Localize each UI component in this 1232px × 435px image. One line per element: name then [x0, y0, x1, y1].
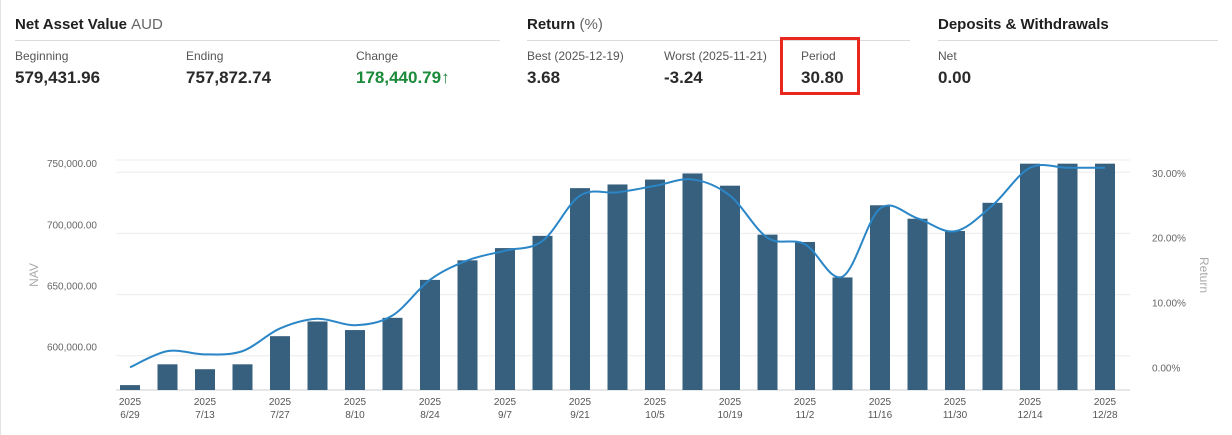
- bar: [945, 230, 965, 390]
- nav-section-rule: [15, 40, 500, 41]
- x-tick-label-year: 2025: [419, 397, 442, 408]
- return-line: [129, 164, 1105, 369]
- bar: [870, 205, 890, 390]
- x-tick-label-date: 11/30: [943, 410, 968, 421]
- bar: [120, 385, 140, 390]
- y2-tick-label: 10.00%: [1152, 299, 1186, 310]
- beginning-label: Beginning: [15, 49, 69, 63]
- bar: [495, 248, 515, 390]
- bar: [1020, 163, 1040, 390]
- change-label: Change: [356, 49, 399, 63]
- bar: [270, 336, 290, 390]
- y2-tick-label: 30.00%: [1152, 169, 1186, 180]
- y2-axis-title: Return: [1197, 257, 1211, 293]
- x-tick-label-date: 9/7: [498, 410, 512, 421]
- bar: [1057, 163, 1078, 390]
- bar: [345, 330, 365, 390]
- x-tick-label-year: 2025: [269, 397, 292, 408]
- x-tick-label-date: 7/13: [195, 410, 215, 421]
- period-value: 30.80: [801, 68, 844, 87]
- best-value: 3.68: [527, 68, 561, 87]
- ending-value: 757,872.74: [186, 68, 272, 87]
- beginning-value: 579,431.96: [15, 68, 101, 87]
- ending-label: Ending: [186, 49, 224, 63]
- y-tick-label: 750,000.00: [47, 159, 97, 170]
- x-tick-label-year: 2025: [1019, 397, 1042, 408]
- nav-section-title: Net Asset Value AUD: [15, 16, 163, 33]
- best-label: Best (2025-12-19): [527, 49, 624, 63]
- y-tick-label: 600,000.00: [47, 343, 97, 354]
- x-tick-label-year: 2025: [494, 397, 517, 408]
- left-border: [0, 0, 1, 435]
- net-label: Net: [938, 49, 957, 63]
- bar: [232, 364, 253, 390]
- bar: [907, 218, 928, 390]
- deposits-title-text: Deposits & Withdrawals: [938, 16, 1109, 33]
- y-axis-title: NAV: [27, 263, 41, 287]
- x-tick-label-date: 9/21: [570, 410, 590, 421]
- x-tick-label-year: 2025: [869, 397, 892, 408]
- bar: [757, 234, 778, 390]
- x-tick-label-year: 2025: [719, 397, 742, 408]
- y-tick-label: 700,000.00: [47, 220, 97, 231]
- change-value: 178,440.79↑: [356, 68, 450, 88]
- deposits-section-rule: [938, 40, 1218, 41]
- period-label: Period: [801, 49, 836, 63]
- deposits-section-title: Deposits & Withdrawals: [938, 16, 1109, 33]
- bar: [832, 277, 853, 390]
- worst-value: -3.24: [664, 68, 703, 87]
- nav-return-chart: 600,000.00 650,000.00 700,000.00 750,000.00…: [27, 159, 1211, 421]
- worst-label: Worst (2025-11-21): [664, 49, 767, 63]
- nav-currency: AUD: [131, 16, 163, 33]
- period-highlight-box: [780, 37, 860, 95]
- x-tick-label-date: 7/27: [270, 410, 290, 421]
- return-unit: (%): [579, 16, 603, 33]
- change-amount: 178,440.79: [356, 68, 442, 87]
- bar: [795, 241, 815, 390]
- x-tick-label-date: 11/16: [868, 410, 893, 421]
- bar: [157, 364, 178, 390]
- x-tick-label-date: 8/24: [420, 410, 440, 421]
- bar: [382, 317, 403, 390]
- bar: [420, 279, 440, 390]
- nav-title-text: Net Asset Value: [15, 16, 127, 33]
- x-tick-label-year: 2025: [1094, 397, 1117, 408]
- bar: [195, 369, 215, 390]
- x-tick-label-date: 8/10: [345, 410, 365, 421]
- x-tick-label-year: 2025: [644, 397, 667, 408]
- bar: [457, 260, 478, 390]
- y2-tick-label: 0.00%: [1152, 363, 1180, 374]
- bar: [682, 173, 703, 390]
- x-tick-label-date: 10/19: [717, 410, 742, 421]
- bar: [532, 235, 553, 390]
- x-tick-label-year: 2025: [569, 397, 592, 408]
- return-title-text: Return: [527, 16, 576, 33]
- net-value: 0.00: [938, 68, 972, 87]
- bar: [982, 202, 1003, 390]
- bar: [645, 179, 665, 390]
- x-tick-label-year: 2025: [794, 397, 817, 408]
- x-tick-label-date: 12/14: [1017, 410, 1042, 421]
- x-tick-label-date: 10/5: [645, 410, 665, 421]
- y2-tick-label: 20.00%: [1152, 234, 1186, 245]
- x-tick-label-date: 11/2: [796, 410, 815, 421]
- x-tick-label-date: 12/28: [1092, 410, 1117, 421]
- x-tick-label-year: 2025: [194, 397, 217, 408]
- bar: [720, 185, 740, 390]
- return-section-rule: [527, 40, 910, 41]
- return-section-title: Return (%): [527, 16, 603, 33]
- bar: [1095, 163, 1115, 390]
- y-tick-label: 650,000.00: [47, 282, 97, 293]
- x-tick-label-date: 6/29: [120, 410, 140, 421]
- bar: [570, 188, 590, 390]
- x-tick-label-year: 2025: [944, 397, 967, 408]
- bar: [307, 321, 328, 390]
- x-tick-label-year: 2025: [119, 397, 142, 408]
- arrow-up-icon: ↑: [441, 68, 450, 87]
- x-tick-label-year: 2025: [344, 397, 367, 408]
- bar: [607, 184, 628, 390]
